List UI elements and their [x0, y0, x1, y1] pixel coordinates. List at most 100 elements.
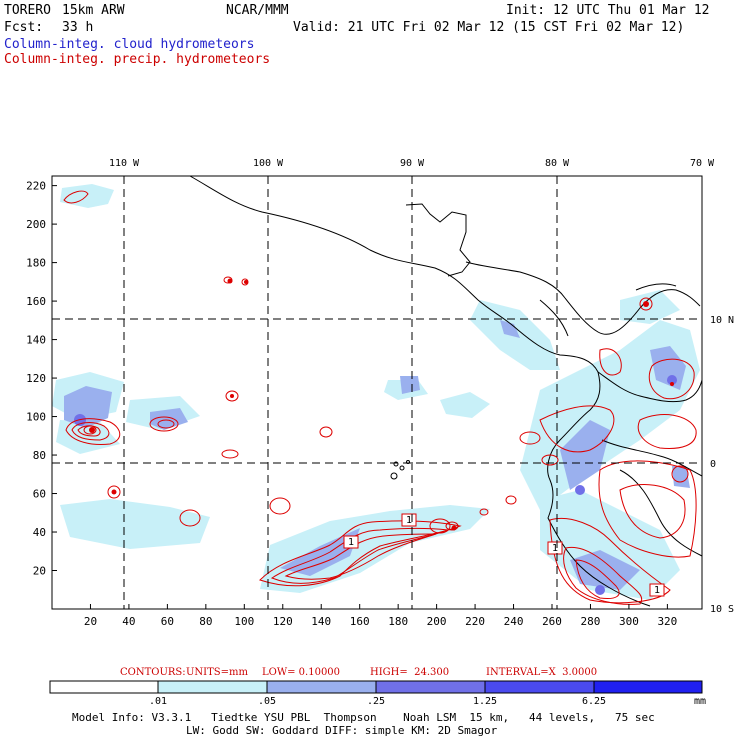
x-tick-label: 240 — [504, 615, 524, 628]
lat-lon-grid — [52, 176, 702, 609]
x-tick-label: 260 — [542, 615, 562, 628]
y-tick-label: 160 — [26, 295, 46, 308]
precip-contour — [429, 518, 451, 534]
precip-contour — [65, 418, 121, 445]
precip-contour — [549, 517, 671, 604]
precip-contour — [319, 426, 333, 438]
precip-contour — [149, 416, 179, 432]
coastline-venezuela — [635, 283, 677, 291]
colorbar-label: .05 — [257, 696, 277, 707]
precip-contour — [619, 484, 686, 539]
precip-contour — [157, 419, 175, 429]
contour-label: 1 — [348, 537, 354, 548]
lon-label: 90 W — [400, 158, 425, 169]
precip-contour — [519, 431, 541, 445]
model-info-line1: Model Info: V3.3.1 Tiedtke YSU PBL Thomp… — [72, 711, 655, 724]
y-tick-label: 100 — [26, 411, 46, 424]
model-name: TORERO — [4, 3, 51, 18]
contour-label-box — [649, 583, 665, 597]
border-panama — [539, 299, 569, 337]
precip-contour — [221, 449, 239, 459]
y-tick-label: 200 — [26, 218, 46, 231]
precip-contour — [648, 358, 695, 400]
y-tick-label: 20 — [33, 565, 46, 578]
galapagos-islands — [390, 460, 410, 480]
colorbar-label: 1.25 — [472, 696, 498, 707]
precip-contour — [539, 405, 615, 453]
precip-contour — [225, 390, 239, 402]
axis-labels: 110 W 100 W 90 W 80 W 70 W 10 N 0 10 S 2… — [26, 158, 734, 628]
precip-contour — [575, 559, 620, 599]
colorbar-label: .01 — [148, 696, 168, 707]
lon-label: 100 W — [253, 158, 284, 169]
precip-contour — [269, 497, 291, 515]
precip-contour — [179, 509, 201, 527]
precip-contour — [671, 465, 689, 483]
cloud-area — [440, 392, 490, 418]
axis-ticks — [52, 185, 668, 609]
precip-contour — [259, 520, 462, 587]
cloud-area — [150, 408, 188, 430]
y-tick-label: 80 — [33, 449, 46, 462]
x-tick-label: 180 — [388, 615, 408, 628]
precip-contour — [637, 414, 697, 449]
cloud-area — [540, 490, 680, 600]
lon-label: 70 W — [690, 158, 715, 169]
contours-high: HIGH= 24.300 — [370, 667, 450, 678]
cloud-area — [60, 499, 210, 549]
x-tick-label: 20 — [84, 615, 97, 628]
valid-time: Valid: 21 UTC Fri 02 Mar 12 (15 CST Fri … — [293, 20, 685, 35]
y-tick-label: 60 — [33, 488, 46, 501]
lat-label: 10 S — [710, 604, 734, 615]
cloud-core — [575, 485, 585, 495]
precip-contour — [563, 546, 643, 605]
y-tick-label: 120 — [26, 372, 46, 385]
fcst-hours: 33 h — [62, 20, 94, 35]
precip-contour — [284, 533, 437, 580]
precip-contour — [541, 454, 559, 466]
x-tick-label: 100 — [234, 615, 254, 628]
y-tick-label: 220 — [26, 180, 46, 193]
field-cloud-title: Column-integ. cloud hydrometeors — [4, 37, 255, 52]
cloud-core — [667, 375, 677, 385]
x-tick-label: 300 — [619, 615, 639, 628]
map-frame — [51, 175, 703, 610]
precip-maxima — [89, 278, 674, 531]
precip-contours — [63, 190, 697, 605]
institution: NCAR/MMM — [226, 3, 289, 18]
cloud-area — [560, 420, 610, 490]
colorbar-unit: mm — [693, 696, 707, 707]
cloud-area — [400, 376, 420, 394]
border-ecuador-peru — [601, 439, 703, 477]
contour-label-box — [343, 535, 359, 549]
precip-contour — [505, 495, 517, 505]
x-tick-label: 120 — [273, 615, 293, 628]
precip-contour — [63, 190, 89, 204]
model-resolution: 15km ARW — [62, 3, 125, 18]
y-tick-label: 40 — [33, 526, 46, 539]
colorbar-label: 6.25 — [581, 696, 607, 707]
cloud-area — [500, 320, 520, 338]
x-tick-label: 220 — [465, 615, 485, 628]
precip-contour — [599, 348, 622, 376]
y-tick-label: 140 — [26, 334, 46, 347]
model-info-line2: LW: Godd SW: Goddard DIFF: simple KM: 2D… — [186, 724, 498, 737]
init-time: Init: 12 UTC Thu 01 Mar 12 — [506, 3, 710, 18]
colorbar-swatch — [157, 680, 268, 694]
contour-label: 1 — [654, 585, 660, 596]
x-tick-label: 60 — [161, 615, 174, 628]
precip-contour — [83, 425, 97, 435]
colorbar-swatch — [484, 680, 595, 694]
cloud-area — [570, 550, 640, 590]
coastline-caribbean — [465, 261, 701, 335]
x-tick-label: 80 — [199, 615, 212, 628]
lat-label: 0 — [710, 459, 716, 470]
x-tick-label: 40 — [122, 615, 135, 628]
precip-contour — [77, 425, 101, 437]
field-precip-title: Column-integ. precip. hydrometeors — [4, 52, 271, 67]
x-tick-label: 160 — [350, 615, 370, 628]
x-tick-label: 320 — [657, 615, 677, 628]
lon-label: 80 W — [545, 158, 570, 169]
colorbar-swatch — [49, 680, 159, 694]
